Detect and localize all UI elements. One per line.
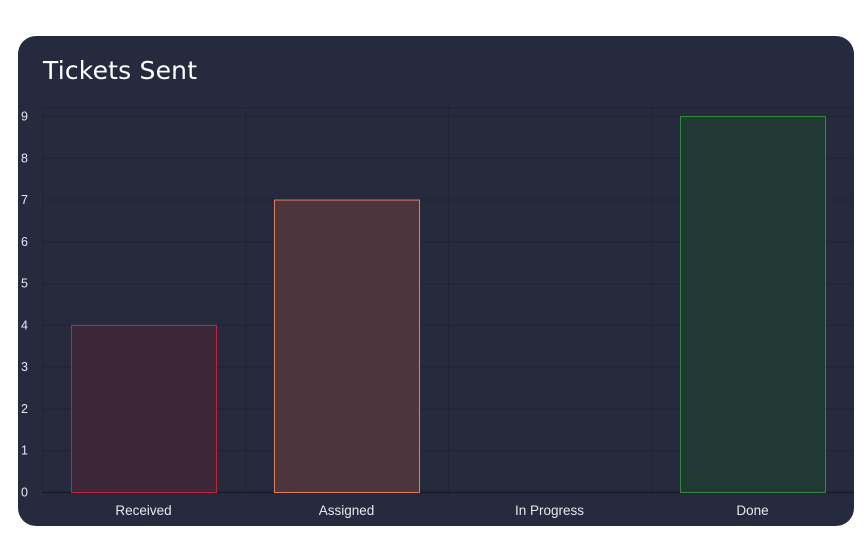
bars — [71, 116, 826, 494]
y-tick-label-8: 8 — [21, 151, 28, 165]
x-tick-label-received: Received — [115, 503, 171, 518]
y-tick-label-5: 5 — [21, 277, 28, 291]
bar-assigned[interactable] — [274, 199, 420, 494]
chart-card: Tickets Sent 0 1 2 3 4 5 6 7 8 9 Received Assigned… — [18, 36, 854, 526]
x-tick-label-done: Done — [736, 503, 768, 518]
x-axis-labels: Received Assigned In Progress Done — [115, 503, 768, 518]
y-axis-ticks: 0 1 2 3 4 5 6 7 8 9 — [21, 110, 28, 500]
y-tick-label-4: 4 — [21, 318, 28, 332]
x-tick-label-in-progress: In Progress — [515, 503, 584, 518]
bar-done[interactable] — [680, 116, 826, 493]
bar-chart: 0 1 2 3 4 5 6 7 8 9 Received Assigned In Progress Do… — [21, 107, 854, 518]
card-title: Tickets Sent — [43, 56, 198, 85]
x-tick-label-assigned: Assigned — [319, 503, 375, 518]
y-tick-label-7: 7 — [21, 193, 28, 207]
y-tick-label-0: 0 — [21, 486, 28, 500]
y-tick-label-1: 1 — [21, 444, 28, 458]
y-tick-label-6: 6 — [21, 235, 28, 249]
y-tick-label-2: 2 — [21, 402, 28, 416]
bar-received[interactable] — [71, 324, 217, 493]
y-tick-label-9: 9 — [21, 110, 28, 124]
y-tick-label-3: 3 — [21, 360, 28, 374]
